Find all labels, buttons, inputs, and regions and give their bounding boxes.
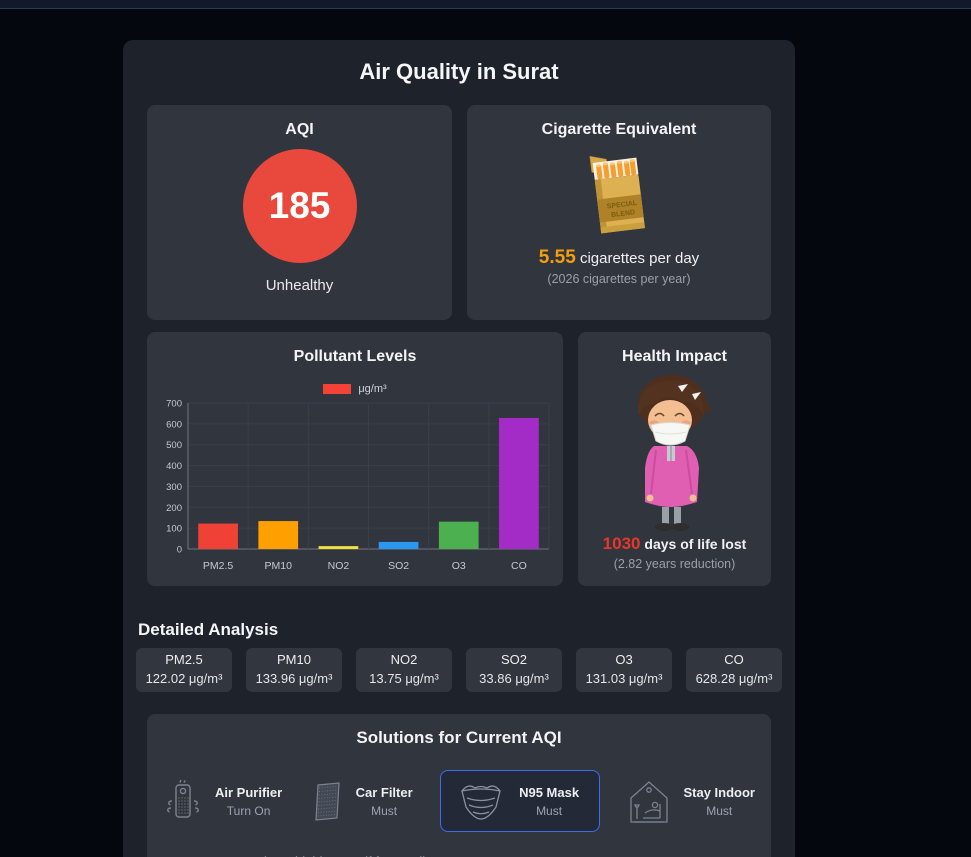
chart-legend: μg/m³ [147,383,563,395]
pollutant-chip-no2: NO2 13.75 μg/m³ [356,648,452,692]
aqi-card: AQI 185 Unhealthy [147,105,452,320]
solution-status: Turn On [226,803,271,818]
cigarette-equivalent-card: Cigarette Equivalent [467,105,771,320]
solution-status: Must [536,803,563,818]
svg-text:200: 200 [166,503,182,514]
pollutant-chip-co: CO 628.28 μg/m³ [686,648,782,692]
health-impact-card: Health Impact 1030 days o [578,332,771,586]
pollutant-bar-chart: 0 100 200 300 400 500 600 700 PM2.5 PM10 NO2 SO2 O3 C… [166,399,550,572]
svg-text:700: 700 [166,399,182,410]
solution-car-filter[interactable]: Car Filter Must [310,779,413,823]
svg-text:100: 100 [166,524,182,535]
pollutant-levels-card: Pollutant Levels μg/m³ 0 100 200 300 400 500 6… [147,332,563,586]
solution-stay-indoor[interactable]: Stay Indoor Must [627,778,755,824]
legend-label: μg/m³ [358,383,387,395]
air-purifier-icon [167,779,199,818]
svg-text:SPECIAL: SPECIAL [607,200,639,211]
pollutant-chart-title: Pollutant Levels [293,348,417,365]
cigarette-pack-icon: SPECIAL BLEND [589,155,645,234]
pollutant-chips-row: PM2.5 122.02 μg/m³ PM10 133.96 μg/m³ NO2… [136,648,782,692]
svg-text:BLEND: BLEND [611,209,636,219]
svg-text:600: 600 [166,419,182,430]
svg-text:400: 400 [166,461,182,472]
svg-text:CO: CO [511,560,527,572]
sick-person-illustration [637,375,710,531]
svg-text:PM10: PM10 [265,560,293,572]
aqi-card-title: AQI [285,121,314,138]
aqi-circle: 185 [242,149,357,263]
pollutant-chip-pm10: PM10 133.96 μg/m³ [246,648,342,692]
solution-n95-mask[interactable]: N95 Mask Must [440,770,601,832]
car-filter-icon [314,782,340,821]
svg-text:0: 0 [177,545,182,556]
solution-label: Stay Indoor [683,784,755,800]
years-reduction-label: (2.82 years reduction) [613,557,736,571]
days-lost-value: 1030 [602,534,641,553]
solutions-card: Solutions for Current AQI [147,714,771,857]
detailed-analysis-heading: Detailed Analysis [138,620,279,639]
legend-swatch-icon [323,384,352,394]
svg-text:SO2: SO2 [388,560,409,572]
health-card-title: Health Impact [622,348,727,365]
solution-status: Must [706,803,733,818]
solution-label: Car Filter [355,784,413,800]
svg-text:NO2: NO2 [328,560,350,572]
cigarettes-per-day-value: 5.55 [538,247,576,268]
aqi-category-label: Unhealthy [265,277,334,294]
pollutant-chip-pm25: PM2.5 122.02 μg/m³ [136,648,232,692]
solution-air-purifier[interactable]: Air Purifier Turn On [163,777,282,825]
cigarettes-per-day-label: cigarettes per day [575,250,700,267]
page-title: Air Quality in Surat [359,59,559,84]
solutions-row: Air Purifier Turn On Car Filter [163,770,755,832]
top-navigation-bar [0,0,971,9]
solution-label: N95 Mask [519,784,580,800]
mask-advice-text: Must wear a mask to shield yourself from… [165,854,753,857]
cigarettes-per-year-label: (2026 cigarettes per year) [547,272,691,286]
days-lost-label: days of life lost [640,536,747,552]
svg-text:500: 500 [166,440,182,451]
svg-text:PM2.5: PM2.5 [203,560,234,572]
cigarettes-per-day-line: 5.55 cigarettes per day [467,247,771,269]
air-quality-dashboard-card: Air Quality in Surat AQI 185 Unhealthy C… [123,40,795,857]
aqi-value: 185 [268,185,331,226]
n95-mask-icon [461,785,501,820]
solution-status: Must [371,803,398,818]
svg-text:300: 300 [166,482,182,493]
cigarette-card-title: Cigarette Equivalent [541,121,697,138]
svg-text:O3: O3 [452,560,466,572]
solutions-title: Solutions for Current AQI [356,728,562,747]
solution-label: Air Purifier [215,784,283,800]
stay-indoor-icon [630,781,669,823]
pollutant-chip-o3: O3 131.03 μg/m³ [576,648,672,692]
pollutant-chip-so2: SO2 33.86 μg/m³ [466,648,562,692]
days-lost-line: 1030 days of life lost [578,534,771,554]
